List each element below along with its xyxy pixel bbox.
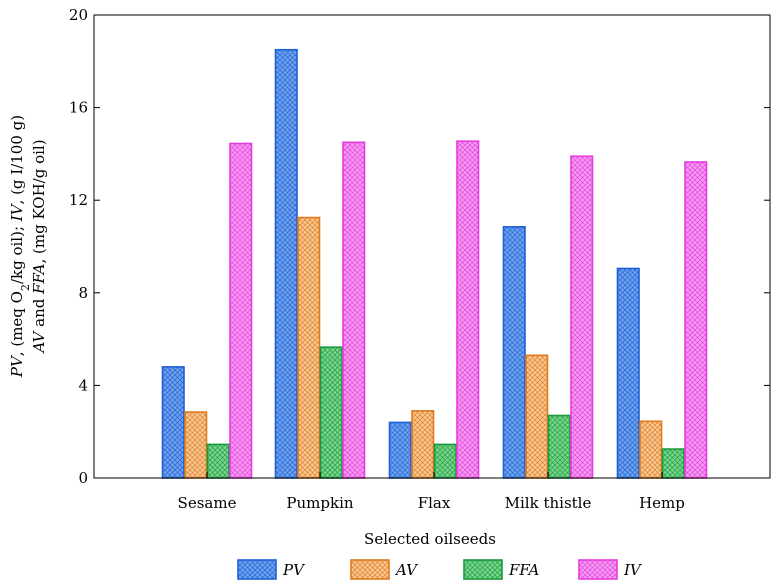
bar-av-pumpkin	[297, 216, 321, 479]
x-tick-label: Pumpkin	[286, 494, 353, 512]
bar-pv-sesame	[161, 366, 185, 479]
y-axis-title: PV, (meq O2/kg oil); IV, (g I/100 g)AV a…	[8, 115, 48, 378]
bar-pv-hemp	[616, 267, 640, 479]
y-axis-title-line2: AV and FFA, (mg KOH/g oil)	[30, 139, 48, 354]
legend-label: PV	[282, 561, 306, 579]
y-tick-label: 0	[78, 469, 88, 487]
x-axis-title: Selected oilseeds	[364, 530, 496, 548]
legend-item-av: AV	[350, 559, 419, 580]
y-tick-label: 16	[69, 99, 88, 117]
bar-ffa-pumpkin	[319, 346, 343, 479]
bar-iv-hemp	[684, 161, 708, 479]
bar-pv-milk-thistle	[502, 226, 526, 479]
y-tick-label: 8	[78, 284, 88, 302]
legend: PV AV FFA IV	[237, 559, 643, 580]
x-tick-label: Flax	[418, 494, 451, 512]
legend-item-iv: IV	[578, 559, 643, 580]
legend-swatch	[237, 559, 277, 580]
bar-pv-pumpkin	[274, 48, 298, 479]
bar-ffa-flax	[433, 443, 457, 479]
x-tick-label: Hemp	[639, 494, 685, 512]
bar-pv-flax	[388, 421, 412, 479]
bar-av-milk-thistle	[525, 354, 549, 479]
y-tick-label: 12	[69, 191, 88, 209]
y-axis-title-line1: PV, (meq O2/kg oil); IV, (g I/100 g)	[8, 115, 32, 378]
y-tick-label: 4	[78, 376, 88, 394]
bar-iv-milk-thistle	[570, 155, 594, 479]
bar-ffa-milk-thistle	[547, 414, 571, 479]
bar-ffa-hemp	[661, 448, 685, 479]
legend-item-pv: PV	[237, 559, 306, 580]
bar-iv-flax	[456, 140, 480, 479]
legend-swatch	[350, 559, 390, 580]
plot-frame	[93, 14, 771, 479]
x-tick-label: Sesame	[178, 494, 237, 512]
bar-av-hemp	[639, 420, 663, 479]
axis-ticks: Sesame Pumpkin Flax Milk thistle Hemp 0 4 8 12 16…	[69, 6, 770, 512]
legend-label: AV	[394, 561, 419, 579]
plot-area	[93, 14, 771, 479]
bar-iv-sesame	[229, 142, 253, 479]
legend-swatch	[463, 559, 503, 580]
bar-ffa-sesame	[206, 443, 230, 479]
legend-item-ffa: FFA	[463, 559, 540, 580]
y-tick-label: 20	[69, 6, 88, 24]
legend-label: IV	[623, 561, 643, 579]
legend-label: FFA	[508, 561, 540, 579]
bar-av-sesame	[184, 411, 208, 479]
x-tick-label: Milk thistle	[505, 494, 592, 512]
bar-iv-pumpkin	[342, 141, 366, 479]
bar-av-flax	[411, 410, 435, 479]
legend-swatch	[578, 559, 618, 580]
